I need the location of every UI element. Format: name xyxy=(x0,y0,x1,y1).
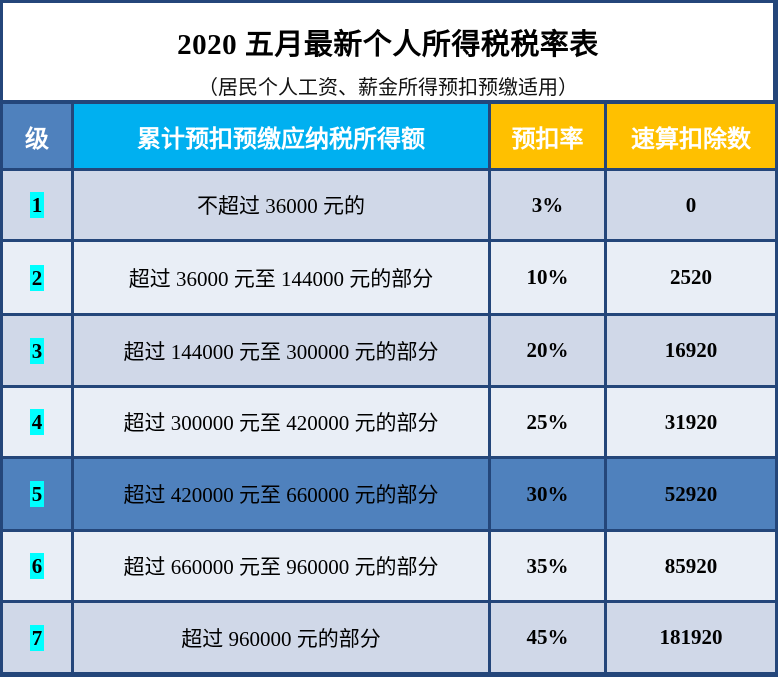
level-cell: 1 xyxy=(3,171,71,239)
header-deduction: 速算扣除数 xyxy=(607,104,775,168)
title-box: 2020 五月最新个人所得税税率表 （居民个人工资、薪金所得预扣预缴适用） xyxy=(3,3,773,100)
deduction-text: 0 xyxy=(685,192,697,217)
deduction-cell: 52920 xyxy=(607,459,775,529)
income-range-cell: 超过 144000 元至 300000 元的部分 xyxy=(74,316,488,385)
income-range-text: 不超过 36000 元的 xyxy=(197,194,365,218)
income-range-text: 超过 420000 元至 660000 元的部分 xyxy=(123,483,439,507)
rate-text: 25% xyxy=(526,409,569,434)
rate-text: 20% xyxy=(526,338,569,362)
level-number: 4 xyxy=(29,409,45,435)
deduction-text: 16920 xyxy=(664,338,718,362)
level-cell: 7 xyxy=(3,603,71,672)
deduction-text: 52920 xyxy=(664,481,718,506)
rate-cell: 10% xyxy=(491,242,604,313)
level-cell: 4 xyxy=(3,388,71,456)
level-number: 2 xyxy=(29,264,45,291)
deduction-cell: 2520 xyxy=(607,242,775,313)
income-range-cell: 不超过 36000 元的 xyxy=(74,171,488,239)
income-range-cell: 超过 960000 元的部分 xyxy=(74,603,488,672)
rate-cell: 25% xyxy=(491,388,604,456)
level-number: 5 xyxy=(29,481,45,507)
income-range-text: 超过 960000 元的部分 xyxy=(181,626,381,651)
header-level: 级 xyxy=(3,104,71,168)
income-range-cell: 超过 300000 元至 420000 元的部分 xyxy=(74,388,488,456)
level-cell: 6 xyxy=(3,532,71,600)
tax-table: 级 累计预扣预缴应纳税所得额 预扣率 速算扣除数 1 不超过 36000 元的 3%… xyxy=(3,104,775,672)
level-number: 7 xyxy=(29,624,45,651)
rate-text: 30% xyxy=(526,481,569,506)
header-income: 累计预扣预缴应纳税所得额 xyxy=(74,104,488,168)
deduction-text: 85920 xyxy=(664,553,718,578)
deduction-cell: 0 xyxy=(607,171,775,239)
rate-cell: 45% xyxy=(491,603,604,672)
level-number: 3 xyxy=(29,337,45,364)
level-cell: 2 xyxy=(3,242,71,313)
income-range-text: 超过 660000 元至 960000 元的部分 xyxy=(123,555,439,579)
deduction-cell: 85920 xyxy=(607,532,775,600)
deduction-cell: 16920 xyxy=(607,316,775,385)
income-range-cell: 超过 660000 元至 960000 元的部分 xyxy=(74,532,488,600)
rate-cell: 35% xyxy=(491,532,604,600)
rate-cell: 3% xyxy=(491,171,604,239)
income-range-cell: 超过 420000 元至 660000 元的部分 xyxy=(74,459,488,529)
level-cell: 5 xyxy=(3,459,71,529)
rate-text: 35% xyxy=(526,553,569,578)
deduction-cell: 181920 xyxy=(607,603,775,672)
income-range-cell: 超过 36000 元至 144000 元的部分 xyxy=(74,242,488,313)
deduction-text: 2520 xyxy=(670,265,712,289)
rate-text: 10% xyxy=(526,265,569,289)
income-range-text: 超过 300000 元至 420000 元的部分 xyxy=(123,411,439,435)
deduction-text: 31920 xyxy=(664,409,718,434)
level-cell: 3 xyxy=(3,316,71,385)
rate-text: 3% xyxy=(531,192,564,217)
rate-cell: 30% xyxy=(491,459,604,529)
level-number: 6 xyxy=(29,553,45,579)
rate-text: 45% xyxy=(526,625,569,649)
income-range-text: 超过 144000 元至 300000 元的部分 xyxy=(123,339,439,364)
page-subtitle: （居民个人工资、薪金所得预扣预缴适用） xyxy=(198,77,578,99)
header-rate: 预扣率 xyxy=(491,104,604,168)
income-range-text: 超过 36000 元至 144000 元的部分 xyxy=(128,266,434,291)
deduction-cell: 31920 xyxy=(607,388,775,456)
page-title: 2020 五月最新个人所得税税率表 xyxy=(177,29,599,61)
level-number: 1 xyxy=(29,192,45,218)
deduction-text: 181920 xyxy=(659,625,723,649)
rate-cell: 20% xyxy=(491,316,604,385)
